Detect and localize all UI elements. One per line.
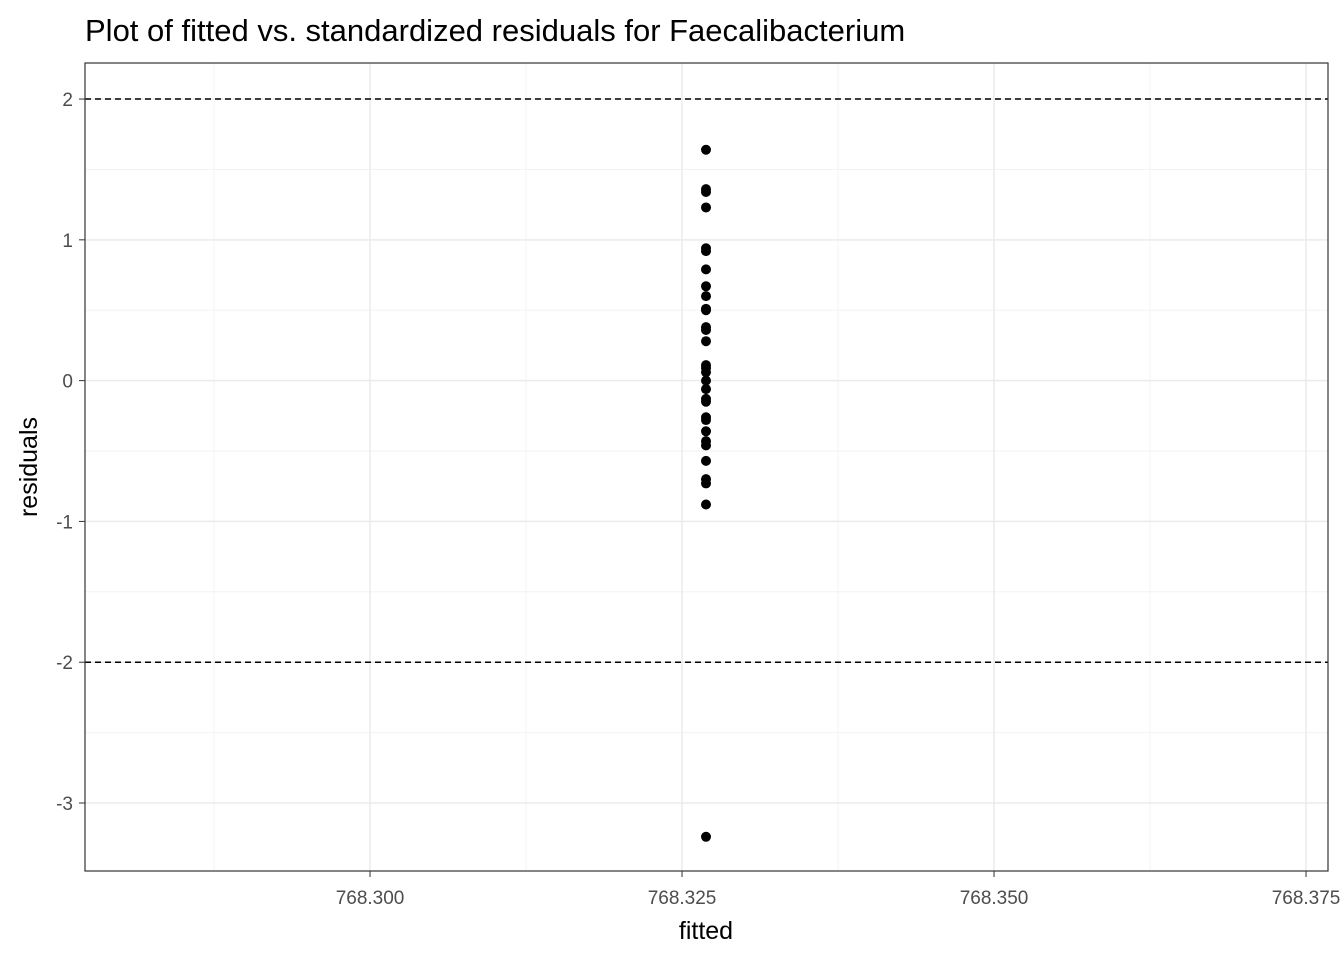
point xyxy=(701,367,712,378)
y-tick-label: 0 xyxy=(62,372,73,393)
y-tick-label: 1 xyxy=(62,231,73,252)
point xyxy=(701,264,712,275)
point xyxy=(701,281,712,292)
point xyxy=(701,440,712,451)
point xyxy=(701,426,712,437)
x-tick-label: 768.325 xyxy=(648,888,717,909)
y-axis-title: residuals xyxy=(15,417,43,517)
point xyxy=(701,144,712,155)
point xyxy=(701,202,712,213)
x-tick-label: 768.350 xyxy=(960,888,1029,909)
y-tick-label: 2 xyxy=(62,90,73,111)
point xyxy=(701,186,712,197)
point xyxy=(701,478,712,489)
point xyxy=(701,291,712,302)
y-tick-label: -3 xyxy=(56,794,73,815)
point xyxy=(701,384,712,395)
point xyxy=(701,305,712,316)
chart-title: Plot of fitted vs. standardized residual… xyxy=(85,13,905,48)
point xyxy=(701,375,712,386)
point xyxy=(701,415,712,426)
x-axis-title: fitted xyxy=(679,917,733,945)
point xyxy=(701,499,712,510)
panel-border xyxy=(84,62,1329,872)
point xyxy=(701,831,712,842)
point xyxy=(701,324,712,335)
point xyxy=(701,336,712,347)
x-tick-label: 768.375 xyxy=(1272,888,1341,909)
y-tick-label: -1 xyxy=(56,512,73,533)
point xyxy=(701,246,712,257)
point xyxy=(701,455,712,466)
y-tick-label: -2 xyxy=(56,653,73,674)
point xyxy=(701,396,712,407)
x-tick-label: 768.300 xyxy=(336,888,405,909)
